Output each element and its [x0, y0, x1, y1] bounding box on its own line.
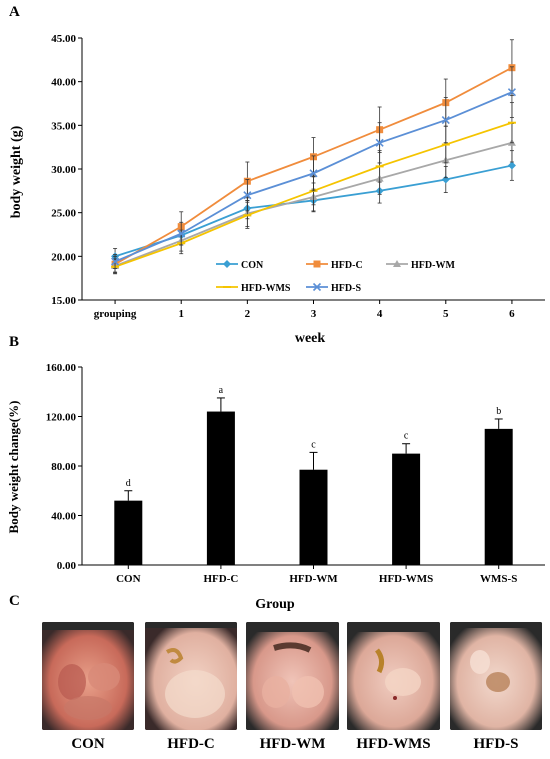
bar-y-tick-label: 40.00: [51, 511, 76, 523]
x-tick-label: 6: [509, 308, 515, 320]
data-point: [111, 257, 120, 266]
group-title: Group: [255, 597, 295, 612]
data-point: [393, 260, 401, 267]
data-point: [177, 229, 186, 238]
bar-y-tick-label: 0.00: [57, 560, 77, 572]
bar-hfd-c: [206, 411, 235, 565]
photo-con: [42, 622, 134, 730]
significance-letter: d: [126, 478, 131, 489]
photo-label-hfd-wm: HFD-WM: [259, 736, 326, 752]
bar-hfd-wm: [299, 469, 328, 565]
bar-x-tick-label: WMS-S: [480, 573, 517, 585]
bar-y-tick-label: 80.00: [51, 461, 76, 473]
data-point: [243, 191, 252, 200]
panel-label-c: C: [9, 593, 20, 609]
bar-x-tick-label: CON: [116, 573, 141, 585]
data-point: [507, 161, 516, 170]
x-tick-label: 2: [245, 308, 251, 320]
legend-item-hfd-wm: HFD-WM: [386, 260, 455, 271]
y-tick-label: 15.00: [51, 295, 76, 307]
x-tick-label: 5: [443, 308, 449, 320]
legend-label: HFD-WMS: [241, 283, 291, 294]
photo-label-con: CON: [71, 736, 105, 752]
data-point: [313, 260, 321, 268]
y-tick-label: 40.00: [51, 77, 76, 89]
x-tick-label: 4: [377, 308, 383, 320]
legend-item-hfd-wms: HFD-WMS: [216, 283, 291, 294]
x-tick-label: grouping: [94, 308, 137, 320]
body-weight-line-chart: 15.00 20.00 25.00 30.00 35.00 40.00 45.00 group…: [9, 33, 545, 345]
legend-label: CON: [241, 260, 264, 271]
data-point: [507, 88, 516, 97]
bar-y-tick-label: 160.00: [46, 362, 77, 374]
bar-x-tick-label: HFD-C: [203, 573, 238, 585]
significance-letter: a: [219, 385, 224, 396]
bar-y-tick-label: 120.00: [46, 412, 77, 424]
photo-hfd-c: [145, 622, 237, 730]
legend-label: HFD-S: [331, 283, 361, 294]
x-axis-label: week: [295, 331, 326, 345]
data-point: [223, 260, 231, 268]
significance-letter: c: [311, 439, 316, 450]
bar-wms-s: [484, 428, 513, 565]
photo-hfd-wms: [347, 622, 440, 730]
data-point: [309, 169, 318, 178]
data-point: [312, 282, 322, 292]
photo-row: CON HFD-C HFD-WM HFD-WMS HFD-S: [0, 622, 550, 759]
photo-label-hfd-s: HFD-S: [473, 736, 519, 752]
legend-label: HFD-WM: [411, 260, 455, 271]
photo-hfd-s: [450, 622, 542, 730]
bar-hfd-wms: [392, 453, 421, 565]
y-tick-label: 30.00: [51, 164, 76, 176]
legend-item-hfd-s: HFD-S: [306, 282, 361, 294]
bar-x-tick-label: HFD-WMS: [379, 573, 433, 585]
x-tick-label: 1: [178, 308, 184, 320]
photo-label-hfd-wms: HFD-WMS: [356, 736, 431, 752]
x-tick-label: 3: [311, 308, 317, 320]
bar-y-axis-label: Body weight change(%): [6, 401, 21, 534]
significance-letter: b: [496, 406, 501, 417]
bar-con: [114, 500, 143, 565]
photo-hfd-wm: [246, 622, 339, 730]
significance-letter: c: [404, 431, 409, 442]
y-tick-label: 20.00: [51, 251, 76, 263]
series-hfd-s: [111, 66, 516, 269]
y-tick-label: 45.00: [51, 33, 76, 45]
panel-label-a: A: [9, 4, 20, 20]
y-tick-label: 35.00: [51, 120, 76, 132]
body-weight-change-bar-chart: 0.00 40.00 80.00 120.00 160.00 CON HFD-C HFD-WM…: [6, 362, 545, 585]
legend-item-hfd-c: HFD-C: [306, 260, 363, 271]
y-axis-label: body weight (g): [9, 125, 24, 218]
panel-label-b: B: [9, 334, 20, 350]
data-point: [375, 138, 384, 147]
legend-item-con: CON: [216, 260, 264, 271]
legend-label: HFD-C: [331, 260, 363, 271]
photo-label-hfd-c: HFD-C: [167, 736, 215, 752]
data-point: [441, 116, 450, 125]
y-tick-label: 25.00: [51, 208, 76, 220]
bar-x-tick-label: HFD-WM: [289, 573, 338, 585]
